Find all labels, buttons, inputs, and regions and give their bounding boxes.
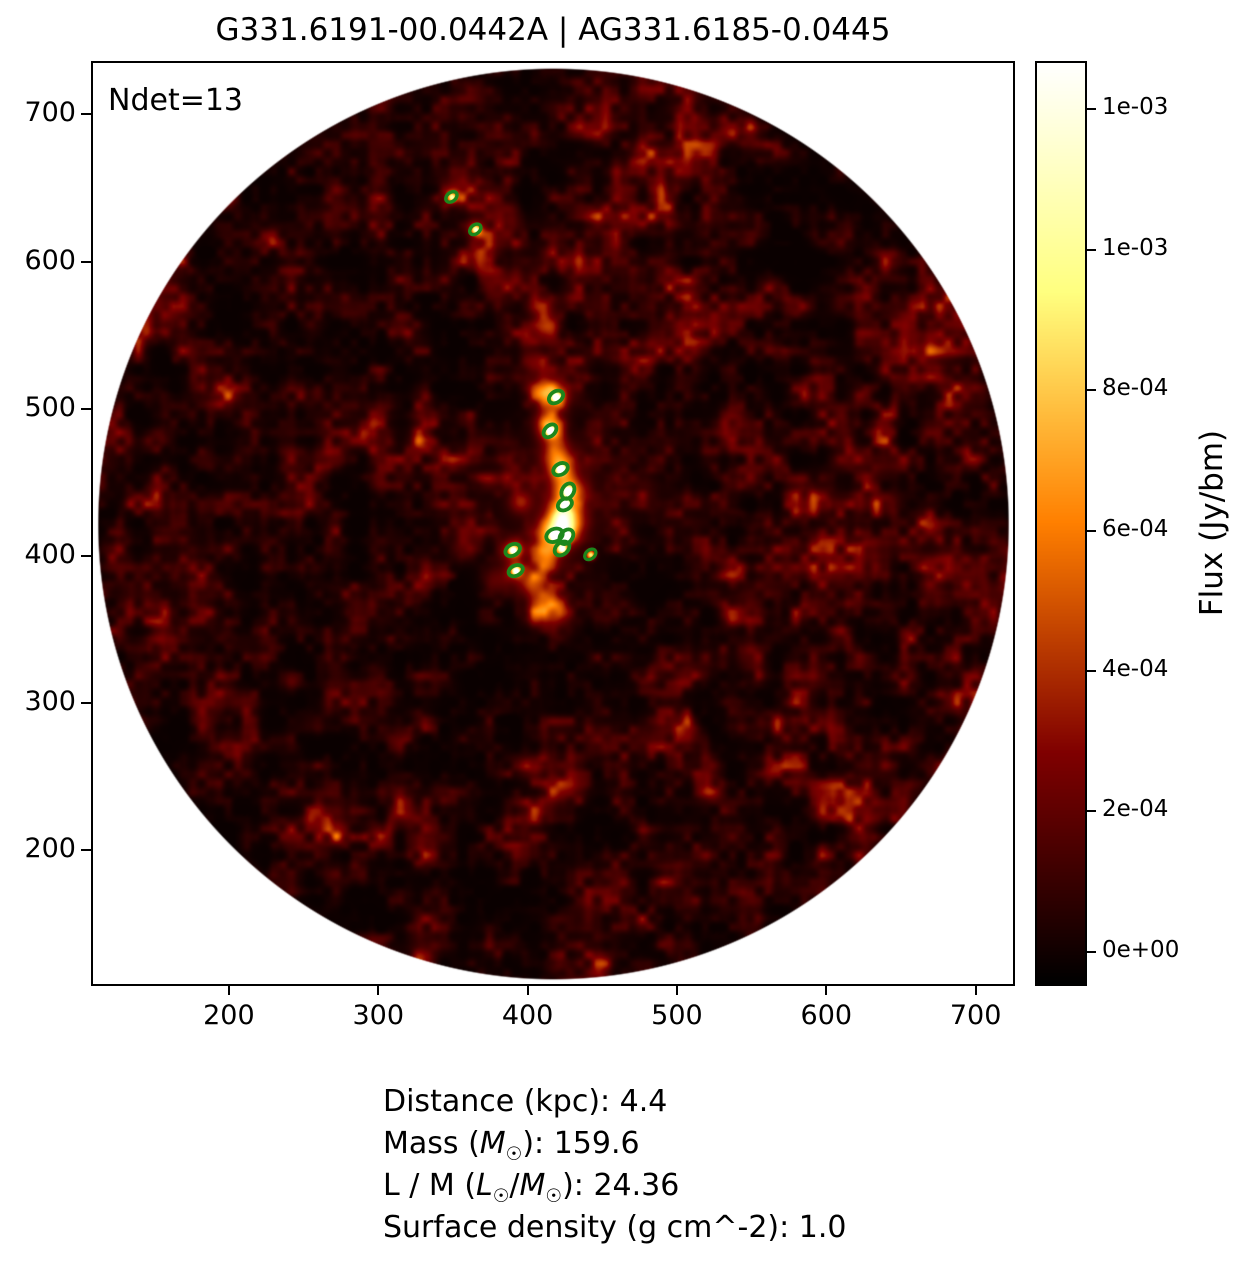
detection-ellipse bbox=[555, 496, 574, 513]
colorbar-tick-mark bbox=[1087, 810, 1096, 813]
detection-ellipse bbox=[552, 539, 572, 558]
x-tick-mark bbox=[825, 986, 828, 995]
detection-ellipse bbox=[583, 547, 598, 562]
colorbar-tick-label: 2e-04 bbox=[1102, 796, 1169, 823]
y-tick-label: 300 bbox=[24, 685, 76, 717]
x-tick-label: 600 bbox=[800, 1000, 853, 1031]
plot-title: G331.6191-00.0442A | AG331.6185-0.0445 bbox=[215, 12, 891, 48]
y-tick-label: 500 bbox=[24, 391, 76, 423]
detection-ellipse bbox=[468, 222, 483, 237]
x-tick-label: 500 bbox=[651, 1000, 703, 1031]
flux-map-image bbox=[93, 63, 1013, 984]
y-tick-label: 200 bbox=[24, 833, 76, 865]
detection-ellipse bbox=[506, 563, 525, 579]
colorbar-tick-mark bbox=[1087, 669, 1096, 672]
source-info-line: Surface density (g cm^-2): 1.0 bbox=[383, 1210, 847, 1245]
colorbar-tick-label: 1e-03 bbox=[1102, 94, 1169, 121]
colorbar-axis-label: Flux (Jy/bm) bbox=[1194, 429, 1230, 617]
x-tick-mark bbox=[526, 986, 529, 995]
colorbar-gradient bbox=[1037, 63, 1085, 984]
detection-ellipse bbox=[541, 422, 559, 440]
colorbar-tick-mark bbox=[1087, 529, 1096, 532]
x-tick-label: 200 bbox=[203, 1000, 255, 1031]
x-tick-mark bbox=[377, 986, 380, 995]
x-tick-mark bbox=[227, 986, 230, 995]
colorbar-tick-label: 6e-04 bbox=[1102, 515, 1169, 542]
colorbar-tick-mark bbox=[1087, 950, 1096, 953]
colorbar bbox=[1035, 61, 1087, 986]
colorbar-tick-label: 1e-03 bbox=[1102, 234, 1169, 261]
y-tick-label: 700 bbox=[24, 97, 76, 129]
detection-ellipse bbox=[546, 388, 566, 406]
y-tick-mark bbox=[81, 260, 91, 263]
x-tick-mark bbox=[974, 986, 977, 995]
x-tick-label: 300 bbox=[352, 1000, 405, 1031]
colorbar-tick-label: 8e-04 bbox=[1102, 375, 1169, 402]
x-tick-mark bbox=[675, 986, 678, 995]
detection-ellipse bbox=[551, 461, 570, 478]
detection-ellipse bbox=[503, 541, 522, 559]
x-tick-label: 400 bbox=[501, 1000, 554, 1031]
colorbar-tick-mark bbox=[1087, 248, 1096, 251]
y-tick-mark bbox=[81, 113, 91, 116]
ndet-label: Ndet=13 bbox=[108, 83, 244, 118]
source-info: Distance (kpc): 4.4 Mass (M☉): 159.6 L / M… bbox=[383, 1081, 846, 1249]
source-info-line: L / M (L☉/M☉): 24.36 bbox=[383, 1168, 680, 1207]
y-tick-mark bbox=[81, 849, 91, 852]
y-tick-label: 600 bbox=[24, 244, 76, 276]
detection-ellipse bbox=[444, 189, 459, 204]
y-tick-mark bbox=[81, 554, 91, 557]
colorbar-tick-mark bbox=[1087, 108, 1096, 111]
plot-area: Ndet=13 bbox=[91, 61, 1015, 986]
y-tick-mark bbox=[81, 701, 91, 704]
y-tick-mark bbox=[81, 407, 91, 410]
detection-overlay bbox=[444, 189, 598, 579]
colorbar-tick-label: 0e+00 bbox=[1102, 936, 1180, 963]
y-tick-label: 400 bbox=[24, 538, 76, 570]
x-tick-label: 700 bbox=[949, 1000, 1002, 1031]
source-info-line: Distance (kpc): 4.4 bbox=[383, 1084, 668, 1119]
source-info-line: Mass (M☉): 159.6 bbox=[383, 1126, 640, 1165]
colorbar-tick-mark bbox=[1087, 389, 1096, 392]
colorbar-tick-label: 4e-04 bbox=[1102, 655, 1169, 682]
